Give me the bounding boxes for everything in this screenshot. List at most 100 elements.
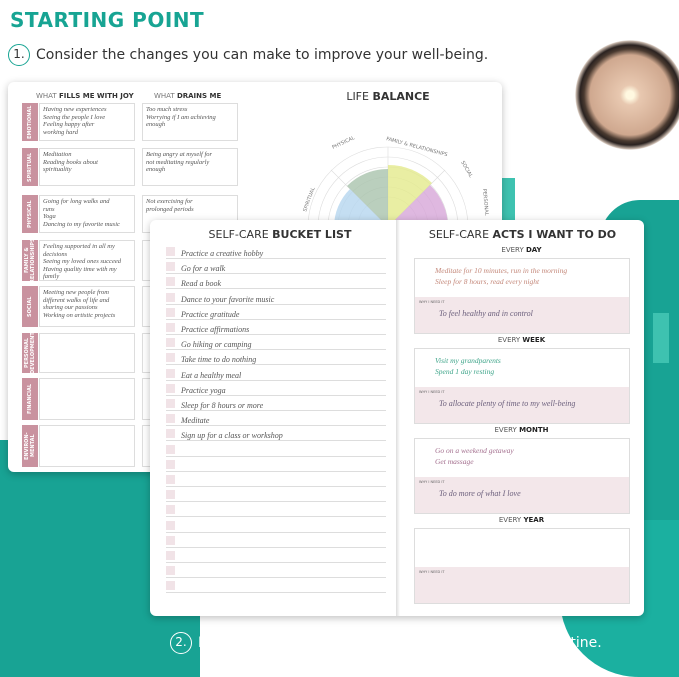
bucket-item-text: Practice a creative hobby — [181, 249, 264, 258]
category-label: EMOTIONAL — [22, 103, 38, 141]
bucket-list-item: Go hiking or camping — [166, 335, 386, 351]
step-number: 2. — [170, 632, 192, 654]
joy-cell: Having new experiences Seeing the people… — [39, 103, 135, 141]
category-label: FAMILY & RELATIONSHIPS — [22, 238, 38, 283]
why-text[interactable]: To do more of what I love — [439, 489, 521, 498]
category-label: PHYSICAL — [22, 195, 38, 233]
col-bold: FILLS ME WITH JOY — [58, 92, 134, 100]
checkbox[interactable] — [166, 338, 175, 348]
bucket-list-item — [166, 487, 386, 503]
col-pre: WHAT — [36, 92, 59, 100]
wheel-label: PERSONAL — [481, 189, 489, 216]
bucket-list-item: Sign up for a class or workshop — [166, 426, 386, 442]
title-pre: SELF-CARE — [208, 228, 273, 241]
freq-bold: WEEK — [522, 336, 546, 344]
checkbox[interactable] — [166, 292, 175, 302]
freq-pre: EVERY — [494, 426, 520, 434]
step-1: 1. Consider the changes you can make to i… — [8, 44, 488, 66]
checkbox[interactable] — [166, 399, 175, 408]
acts-title: SELF-CARE ACTS I WANT TO DO — [410, 228, 635, 241]
col-pre: WHAT — [154, 92, 177, 100]
title-pre: LIFE — [346, 90, 373, 103]
why-label: WHY I NEED IT — [419, 570, 445, 574]
checkbox[interactable] — [166, 353, 175, 363]
why-text[interactable]: To allocate plenty of time to my well-be… — [439, 399, 576, 408]
page-title: STARTING POINT — [10, 8, 205, 32]
checkbox[interactable] — [166, 247, 175, 256]
checkbox[interactable] — [166, 307, 175, 317]
category-label: SOCIAL — [22, 286, 38, 327]
bucket-list-item: Practice affirmations — [166, 320, 386, 335]
checkbox[interactable] — [166, 414, 175, 424]
why-label: WHY I NEED IT — [419, 390, 445, 394]
checkbox[interactable] — [166, 459, 175, 469]
drain-cell: Too much stress Worrying if I am achievi… — [142, 103, 238, 141]
checkbox[interactable] — [166, 323, 175, 332]
why-section: WHY I NEED IT To feel healthy and in cont… — [415, 297, 629, 333]
column-header-drains: WHAT DRAINS ME — [154, 92, 221, 100]
checkbox[interactable] — [166, 429, 175, 439]
frequency-label: EVERY DAY — [414, 246, 629, 254]
checkbox[interactable] — [166, 520, 175, 530]
joy-cell: Meditation Reading books about spiritual… — [39, 148, 135, 186]
bucket-list-item — [166, 563, 386, 579]
bucket-list-item: Sleep for 8 hours or more — [166, 396, 386, 411]
freq-bold: YEAR — [523, 516, 545, 524]
checkbox[interactable] — [166, 505, 175, 515]
why-section: WHY I NEED IT To do more of what I love — [415, 477, 629, 513]
bucket-list-item: Take time to do nothing — [166, 350, 386, 366]
bucket-list-item — [166, 472, 386, 487]
joy-cell: Going for long walks and runs Yoga Danci… — [39, 195, 135, 233]
step-2: 2. List the self-care acts you want to in… — [170, 632, 602, 654]
frequency-label: EVERY MONTH — [414, 426, 629, 434]
acts-text[interactable]: Go on a weekend getaway Get massage — [435, 446, 514, 466]
bucket-item-text: Sign up for a class or workshop — [181, 431, 283, 441]
acts-text[interactable]: Meditate for 10 minutes, run in the morn… — [435, 266, 568, 286]
bucket-list-item — [166, 578, 386, 594]
checkbox[interactable] — [166, 581, 175, 591]
bucket-item-text: Meditate — [181, 416, 210, 426]
life-balance-title: LIFE BALANCE — [288, 90, 488, 103]
why-text[interactable]: To feel healthy and in control — [439, 309, 533, 318]
wheel-label: SOCIAL — [459, 160, 473, 179]
freq-bold: DAY — [525, 246, 542, 254]
bucket-list-item — [166, 533, 386, 548]
category-label: PERSONAL DEVELOPMENT — [22, 332, 38, 374]
checkbox[interactable] — [166, 535, 175, 545]
category-label: FINANCIAL — [22, 378, 38, 420]
bucket-list-item: Go for a walk — [166, 259, 386, 275]
checkbox[interactable] — [166, 368, 175, 378]
acts-box: Go on a weekend getaway Get massage WHY … — [414, 438, 630, 514]
checkbox[interactable] — [166, 277, 175, 287]
acts-box: WHY I NEED IT — [414, 528, 630, 604]
checkbox[interactable] — [166, 490, 175, 500]
frequency-label: EVERY WEEK — [414, 336, 629, 344]
candle-image — [575, 40, 679, 150]
bucket-list-item — [166, 502, 386, 518]
acts-text[interactable]: Visit my grandparents Spend 1 day restin… — [435, 356, 501, 376]
bucket-list-item — [166, 548, 386, 563]
why-section: WHY I NEED IT To allocate plenty of time … — [415, 387, 629, 423]
bucket-list-item — [166, 457, 386, 472]
step-text: Consider the changes you can make to imp… — [36, 47, 489, 63]
title-bold: ACTS I WANT TO DO — [492, 228, 617, 241]
checkbox[interactable] — [166, 444, 175, 454]
checkbox[interactable] — [166, 551, 175, 560]
checkbox[interactable] — [166, 262, 175, 272]
bucket-list-item: Practice yoga — [166, 381, 386, 396]
acts-box: Meditate for 10 minutes, run in the morn… — [414, 258, 630, 334]
checkbox[interactable] — [166, 475, 175, 484]
bucket-list-item: Dance to your favorite music — [166, 290, 386, 305]
bucket-item-text: Eat a healthy meal — [181, 370, 242, 380]
checkbox[interactable] — [166, 383, 175, 393]
bucket-list-item: Practice a creative hobby — [166, 244, 386, 259]
wheel-label: SPIRITUAL — [302, 186, 316, 212]
bucket-item-text: Practice yoga — [181, 385, 226, 395]
bucket-list-item: Meditate — [166, 411, 386, 427]
bucket-item-text: Go hiking or camping — [181, 340, 252, 350]
step-text: List the self-care acts you want to incl… — [198, 635, 602, 651]
acts-text[interactable] — [415, 529, 629, 567]
front-notebook: SELF-CARE BUCKET LIST Practice a creativ… — [150, 220, 644, 616]
bucket-item-text: Practice gratitude — [181, 309, 240, 319]
checkbox[interactable] — [166, 566, 175, 576]
